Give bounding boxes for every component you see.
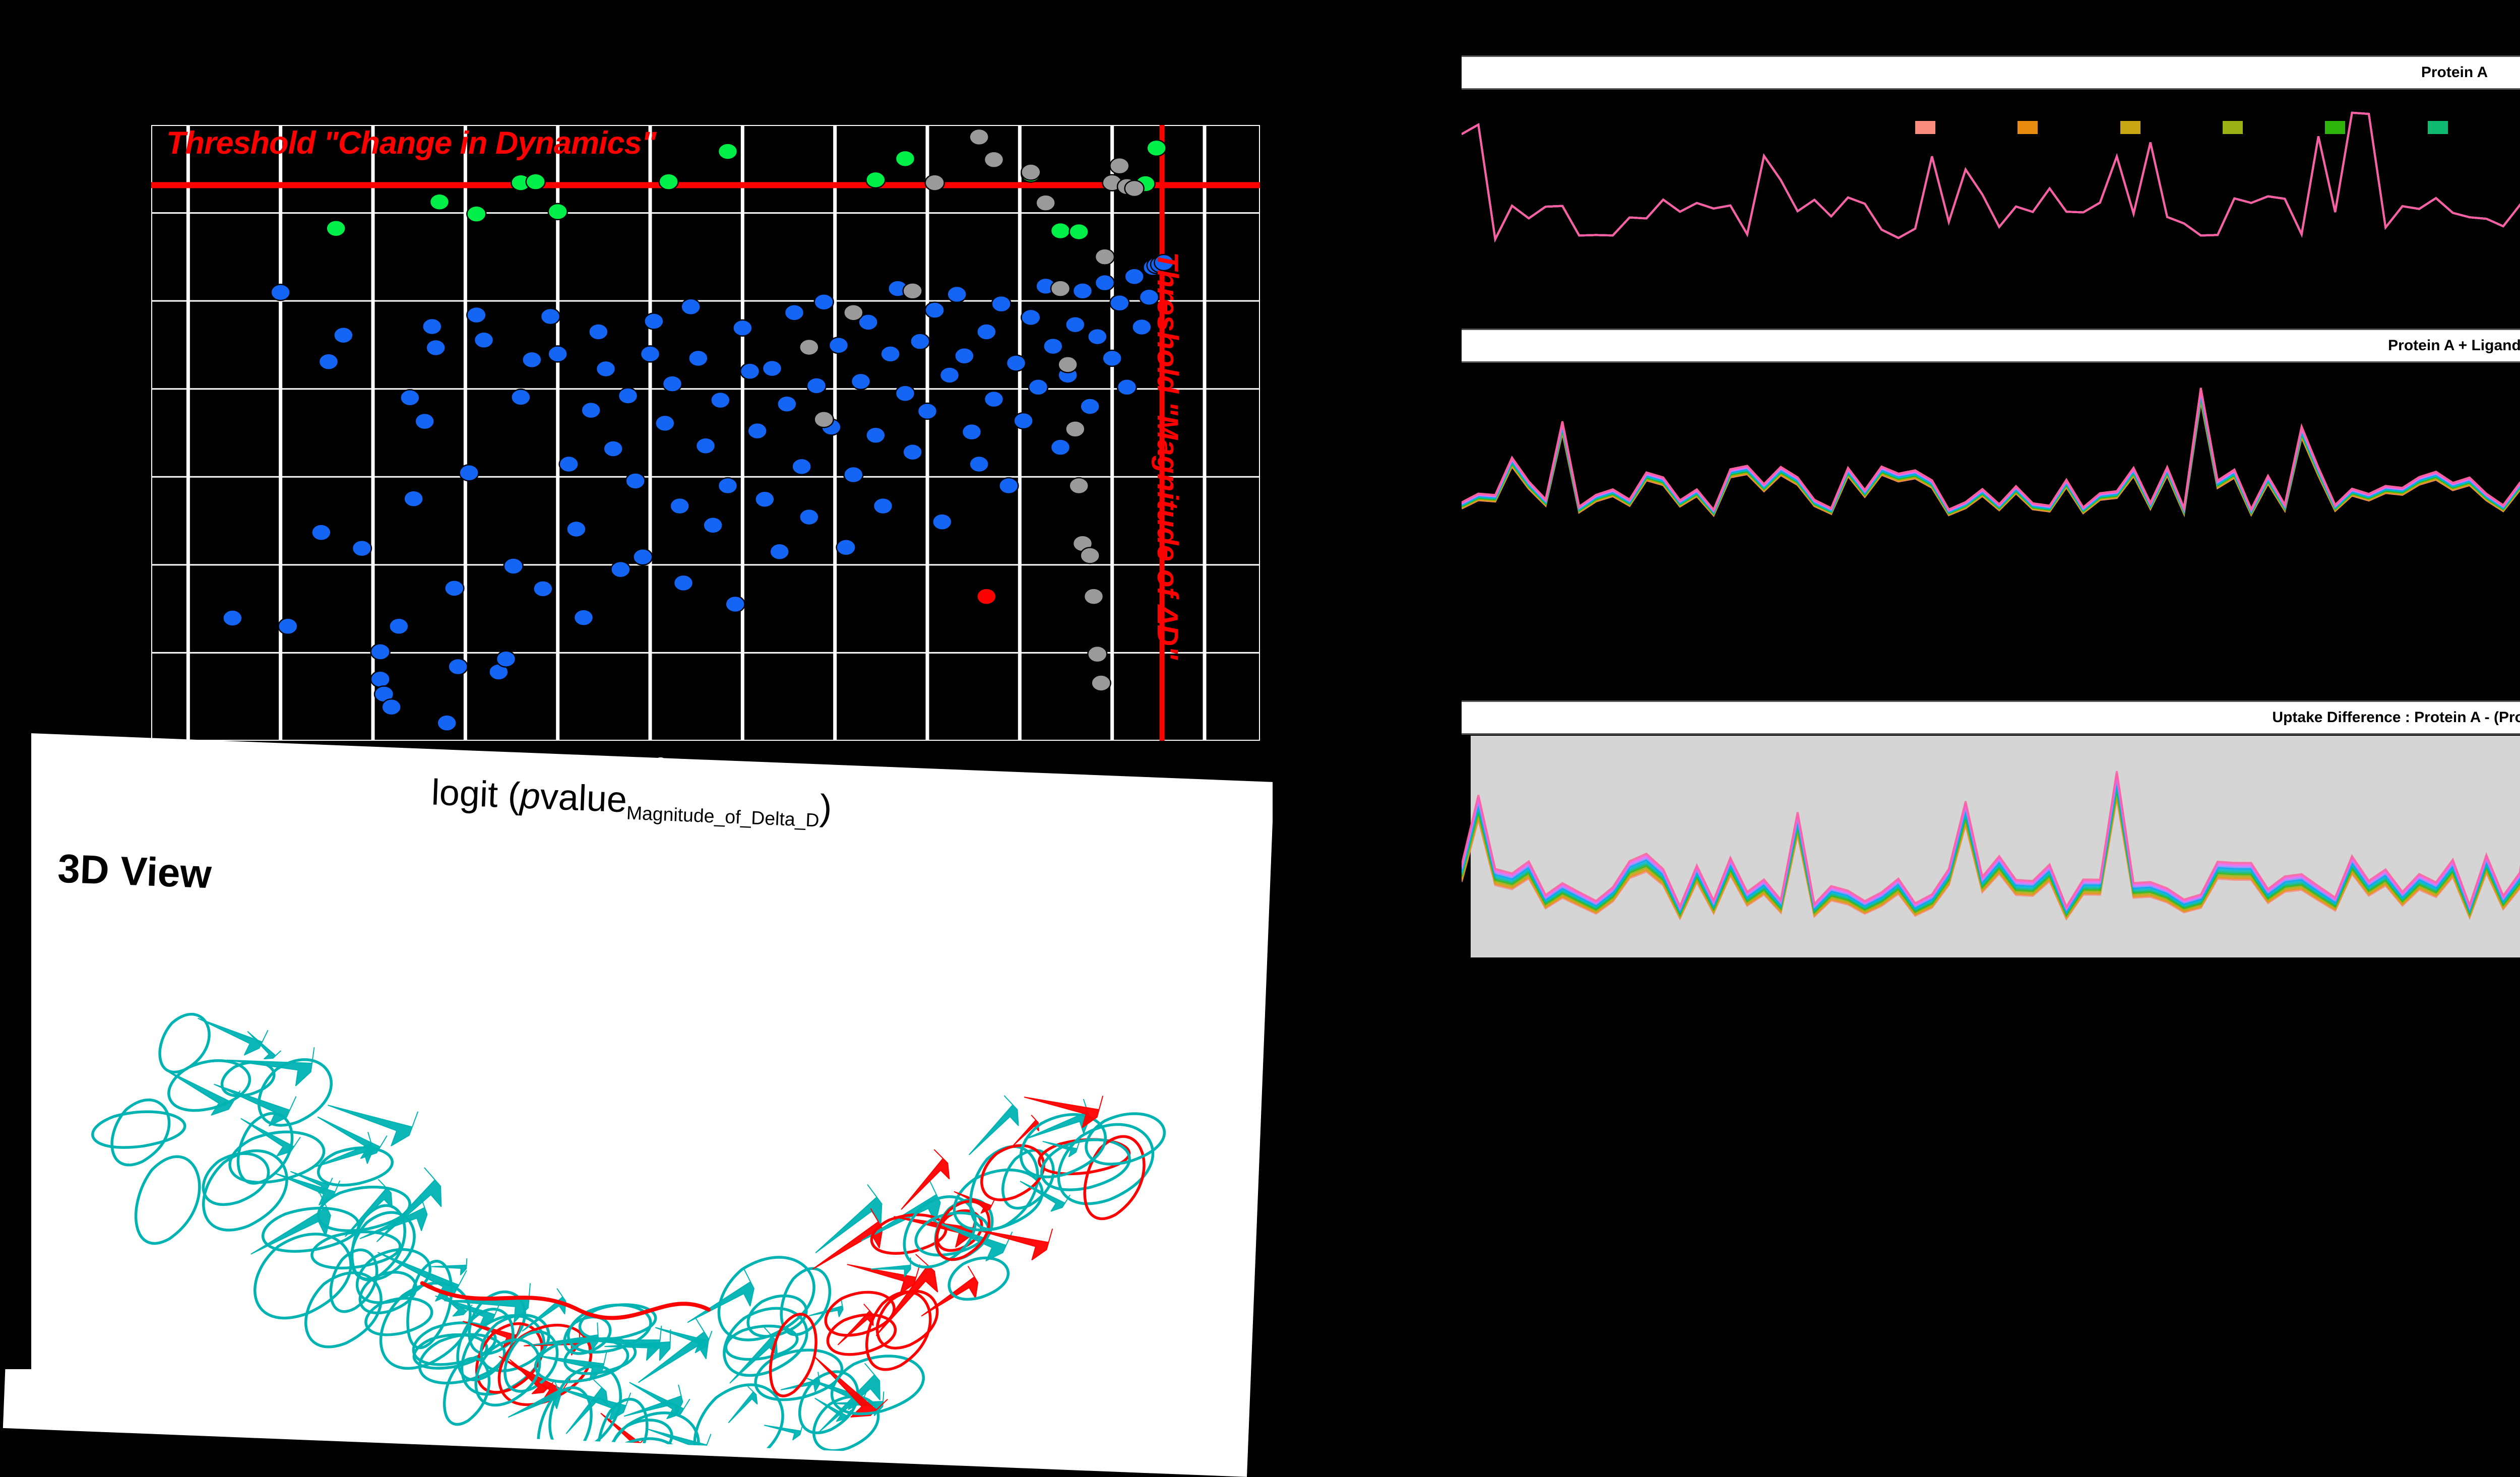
uptake-difference-title-bar: Uptake Difference : Protein A - (Protein…	[1462, 700, 2520, 735]
threshold-magnitude-of-delta-d-label: Threshold "Magnitude of ΔD"	[1151, 252, 1184, 660]
three-d-view-card[interactable]: logit (pvalueMagnitude_of_Delta_D) 3D Vi…	[3, 733, 1275, 1477]
protein-a-ligand-traces-svg	[1462, 388, 2520, 518]
protein-ribbon-diagram[interactable]	[64, 917, 1192, 1464]
volcano-svg	[151, 125, 1260, 741]
difference-plot-background	[1471, 736, 2520, 957]
three-d-view-title: 3D View	[56, 846, 213, 897]
card-right-mask	[1273, 695, 1464, 1371]
legend-swatch-2[interactable]	[2018, 121, 2038, 134]
volcano-panel: Threshold "Change in Dynamics" Threshold…	[0, 0, 1320, 783]
protein-a-ligand-title: Protein A + Ligand	[2388, 337, 2520, 354]
x-axis-title-p: p	[519, 776, 541, 817]
protein-a-ligand-trace-area[interactable]	[1462, 364, 2520, 550]
difference-band-1	[1471, 736, 2520, 957]
legend-swatch-6[interactable]	[2427, 121, 2448, 134]
legend-swatch-5[interactable]	[2325, 121, 2346, 134]
protein-a-title: Protein A	[2421, 64, 2488, 81]
legend-swatch-3[interactable]	[2120, 121, 2140, 134]
x-axis-title-subscript: Magnitude_of_Delta_D	[626, 802, 820, 831]
volcano-data-points	[222, 128, 1174, 732]
volcano-gridlines	[151, 125, 1260, 741]
x-axis-title-value: value	[539, 776, 628, 820]
uptake-difference-title: Uptake Difference : Protein A - (Protein…	[2272, 709, 2520, 726]
protein-a-traces-svg	[1462, 111, 2520, 243]
volcano-x-axis-title: logit (pvalueMagnitude_of_Delta_D)	[430, 772, 833, 831]
threshold-change-in-dynamics-label: Threshold "Change in Dynamics"	[166, 125, 656, 161]
protein-a-title-bar: Protein A	[1462, 55, 2520, 90]
protein-ribbon-svg	[91, 1012, 1166, 1464]
volcano-threshold-lines	[151, 125, 1260, 741]
legend-swatch-1[interactable]	[1915, 121, 1935, 134]
protein-a-ligand-title-bar: Protein A + Ligand	[1462, 329, 2520, 363]
legend-swatch-4[interactable]	[2223, 121, 2243, 134]
card-left-mask	[0, 733, 31, 1369]
uptake-panels-column: Protein A Protein A + Ligand Uptake Diff…	[1462, 0, 2520, 1369]
uptake-difference-traces-svg	[1462, 736, 2520, 957]
protein-a-trace-area[interactable]	[1462, 91, 2520, 277]
x-axis-title-close: )	[818, 787, 833, 828]
volcano-scatter-plot[interactable]	[151, 125, 1260, 741]
uptake-difference-trace-area[interactable]	[1462, 736, 2520, 957]
timepoint-legend[interactable]	[1915, 121, 2520, 141]
x-axis-title-main: logit (	[430, 772, 521, 816]
